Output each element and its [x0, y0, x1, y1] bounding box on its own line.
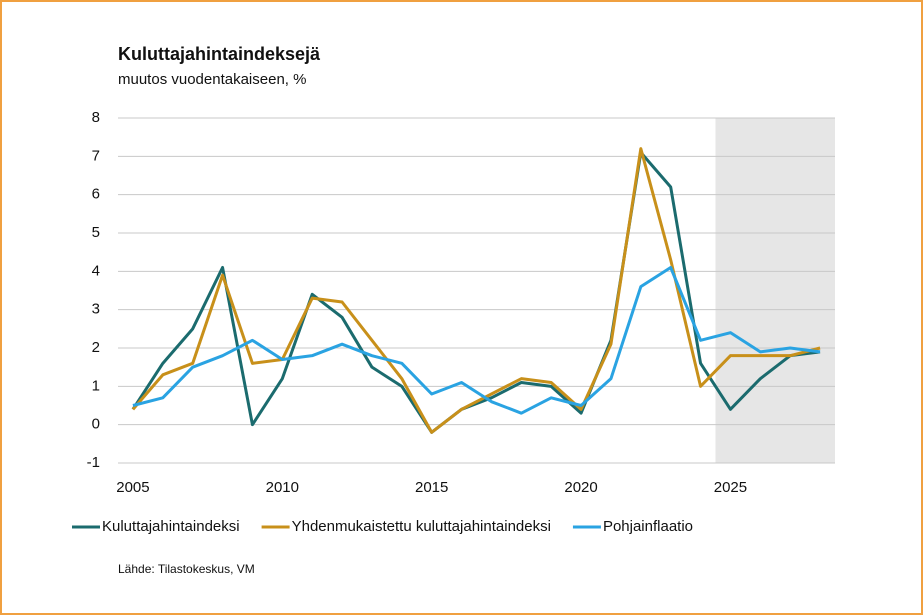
y-tick-label: 1	[92, 377, 100, 394]
chart-title: Kuluttajahintaindeksejä	[118, 44, 321, 64]
series-line	[131, 147, 821, 434]
legend-label: Kuluttajahintaindeksi	[102, 518, 240, 535]
y-tick-label: 7	[92, 147, 100, 164]
x-tick-label: 2020	[564, 479, 597, 496]
legend-label: Yhdenmukaistettu kuluttajahintaindeksi	[292, 518, 551, 535]
x-tick-label: 2010	[266, 479, 299, 496]
source: Lähde: Tilastokeskus, VM	[118, 562, 255, 576]
y-tick-label: 0	[92, 416, 100, 433]
y-tick-label: 6	[92, 186, 100, 203]
y-tick-label: 3	[92, 301, 100, 318]
forecast-shade	[715, 118, 835, 463]
y-tick-label: -1	[87, 454, 100, 471]
y-tick-label: 4	[92, 262, 100, 279]
x-tick-label: 2005	[116, 479, 149, 496]
x-tick-label: 2025	[714, 479, 747, 496]
x-tick-label: 2015	[415, 479, 448, 496]
y-tick-label: 5	[92, 224, 100, 241]
y-tick-label: 2	[92, 339, 100, 356]
chart-subtitle: muutos vuodentakaiseen, %	[118, 71, 306, 88]
series-line	[131, 151, 821, 434]
legend-label: Pohjainflaatio	[603, 518, 693, 535]
series-line	[132, 266, 821, 415]
y-tick-label: 8	[92, 109, 100, 126]
